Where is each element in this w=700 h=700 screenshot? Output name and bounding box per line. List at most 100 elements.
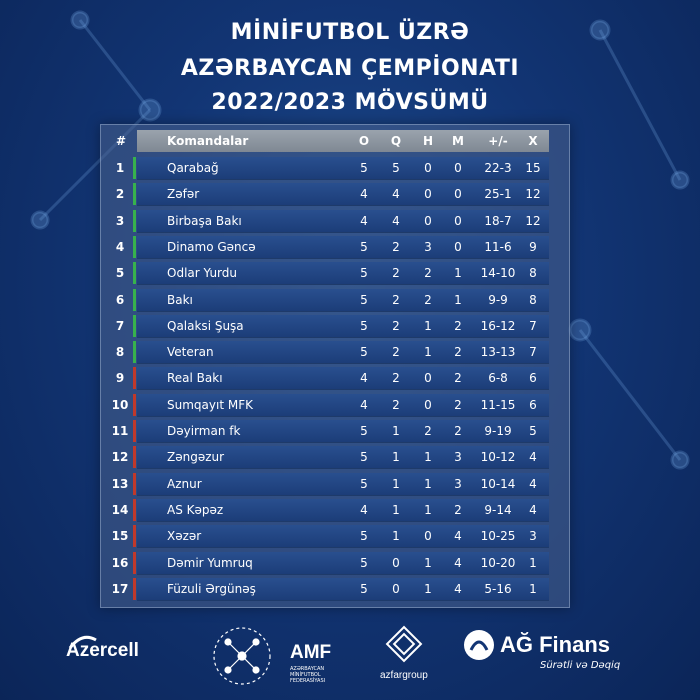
title-line-1: MİNİFUTBOL ÜZRƏ bbox=[230, 20, 470, 45]
row-losses: 4 bbox=[454, 581, 462, 596]
row-points: 5 bbox=[529, 424, 537, 438]
row-wins: 2 bbox=[392, 371, 400, 386]
table-row: 2 Zəfər 4 4 0 0 25-1 12 bbox=[107, 183, 563, 207]
row-team: Dəmir Yumruq bbox=[167, 555, 253, 570]
ag-finans-emblem-icon bbox=[464, 630, 494, 660]
row-wins: 0 bbox=[392, 555, 400, 570]
table-row: 5 Odlar Yurdu 5 2 2 1 14-10 8 bbox=[107, 262, 563, 286]
row-team: Aznur bbox=[167, 476, 202, 491]
row-goals: 10-20 bbox=[480, 555, 516, 570]
row-played: 4 bbox=[360, 397, 368, 412]
row-team: Sumqayıt MFK bbox=[167, 397, 253, 412]
table-row: 7 Qalaksi Şuşa 5 2 1 2 16-12 7 bbox=[107, 314, 563, 338]
row-points: 7 bbox=[529, 318, 537, 333]
zone-marker bbox=[133, 551, 136, 574]
row-draws: 0 bbox=[424, 213, 432, 228]
row-goals: 9-19 bbox=[484, 424, 512, 438]
row-position: 13 bbox=[111, 476, 129, 491]
row-position: 11 bbox=[111, 424, 129, 438]
row-team: Birbaşa Bakı bbox=[167, 213, 242, 228]
row-points: 4 bbox=[529, 450, 537, 465]
row-wins: 4 bbox=[392, 213, 400, 228]
row-losses: 0 bbox=[454, 161, 462, 175]
row-team: Xəzər bbox=[167, 529, 202, 544]
row-played: 5 bbox=[360, 476, 368, 491]
row-losses: 0 bbox=[454, 213, 462, 228]
row-goals: 11-15 bbox=[480, 397, 516, 412]
row-draws: 0 bbox=[424, 371, 432, 386]
row-losses: 0 bbox=[454, 187, 462, 202]
row-played: 4 bbox=[360, 502, 368, 517]
row-bar: Bakı 5 2 2 1 9-9 8 bbox=[137, 288, 549, 312]
row-team: Veteran bbox=[167, 345, 214, 360]
row-bar: Sumqayıt MFK 4 2 0 2 11-15 6 bbox=[137, 393, 549, 417]
zone-marker bbox=[133, 498, 136, 521]
row-losses: 0 bbox=[454, 239, 462, 254]
row-bar: Zəfər 4 4 0 0 25-1 12 bbox=[137, 183, 549, 207]
table-row: 14 AS Kəpəz 4 1 1 2 9-14 4 bbox=[107, 498, 563, 522]
row-team: Qalaksi Şuşa bbox=[167, 318, 244, 333]
table-row: 8 Veteran 5 2 1 2 13-13 7 bbox=[107, 341, 563, 365]
row-position: 12 bbox=[111, 450, 129, 465]
table-row: 3 Birbaşa Bakı 4 4 0 0 18-7 12 bbox=[107, 209, 563, 233]
row-losses: 2 bbox=[454, 397, 462, 412]
row-draws: 0 bbox=[424, 397, 432, 412]
zone-marker bbox=[133, 525, 136, 548]
ag-finans-slogan: Sürətli və Dəqiq bbox=[540, 660, 621, 671]
row-goals: 9-9 bbox=[488, 292, 508, 307]
row-wins: 2 bbox=[392, 266, 400, 281]
zone-marker bbox=[133, 157, 136, 179]
row-played: 5 bbox=[360, 345, 368, 360]
row-position: 8 bbox=[115, 345, 125, 360]
zone-marker bbox=[133, 446, 136, 469]
row-played: 5 bbox=[360, 318, 368, 333]
row-wins: 2 bbox=[392, 397, 400, 412]
row-team: Dəyirman fk bbox=[167, 424, 241, 438]
header-team: Komandalar bbox=[167, 134, 249, 148]
row-bar: Dəmir Yumruq 5 0 1 4 10-20 1 bbox=[137, 551, 549, 575]
table-row: 15 Xəzər 5 1 0 4 10-25 3 bbox=[107, 525, 563, 549]
row-goals: 13-13 bbox=[480, 345, 516, 360]
row-points: 9 bbox=[529, 239, 537, 254]
row-losses: 2 bbox=[454, 502, 462, 517]
amf-subtitle: AZƏRBAYCAN MİNİFUTBOL FEDERASİYASI bbox=[290, 666, 326, 684]
table-row: 16 Dəmir Yumruq 5 0 1 4 10-20 1 bbox=[107, 551, 563, 575]
row-points: 4 bbox=[529, 476, 537, 491]
row-played: 5 bbox=[360, 529, 368, 544]
amf-logo: AMF bbox=[290, 642, 332, 663]
row-draws: 3 bbox=[424, 239, 432, 254]
zone-marker bbox=[133, 183, 136, 206]
row-goals: 5-16 bbox=[484, 581, 512, 596]
row-goals: 16-12 bbox=[480, 318, 516, 333]
row-team: Odlar Yurdu bbox=[167, 266, 238, 281]
zone-marker bbox=[133, 235, 136, 258]
row-goals: 6-8 bbox=[488, 371, 508, 386]
row-wins: 2 bbox=[392, 318, 400, 333]
row-bar: AS Kəpəz 4 1 1 2 9-14 4 bbox=[137, 498, 549, 522]
row-position: 15 bbox=[111, 529, 129, 544]
row-team: Füzuli Ərgünəş bbox=[167, 581, 256, 596]
row-wins: 2 bbox=[392, 292, 400, 307]
row-wins: 2 bbox=[392, 239, 400, 254]
header-played: O bbox=[358, 134, 370, 148]
row-draws: 1 bbox=[424, 581, 432, 596]
title-line-2: AZƏRBAYCAN ÇEMPİONATI bbox=[180, 56, 520, 81]
row-losses: 1 bbox=[454, 292, 462, 307]
row-played: 5 bbox=[360, 266, 368, 281]
row-draws: 1 bbox=[424, 502, 432, 517]
row-losses: 2 bbox=[454, 424, 462, 438]
zone-marker bbox=[133, 577, 136, 600]
row-goals: 11-6 bbox=[484, 239, 512, 254]
standings-table: # Komandalar O Q H M +/- X 1 Qarabağ 5 5 0 0 2… bbox=[100, 124, 570, 608]
table-row: 11 Dəyirman fk 5 1 2 2 9-19 5 bbox=[107, 420, 563, 443]
row-wins: 1 bbox=[392, 450, 400, 465]
row-losses: 2 bbox=[454, 318, 462, 333]
row-team: Zəngəzur bbox=[167, 450, 225, 465]
table-header: # Komandalar O Q H M +/- X bbox=[107, 130, 563, 152]
table-row: 1 Qarabağ 5 5 0 0 22-3 15 bbox=[107, 157, 563, 180]
zone-marker bbox=[133, 341, 136, 364]
row-bar: Aznur 5 1 1 3 10-14 4 bbox=[137, 472, 549, 496]
row-bar: Birbaşa Bakı 4 4 0 0 18-7 12 bbox=[137, 209, 549, 233]
row-points: 6 bbox=[529, 371, 537, 386]
row-goals: 25-1 bbox=[484, 187, 512, 202]
